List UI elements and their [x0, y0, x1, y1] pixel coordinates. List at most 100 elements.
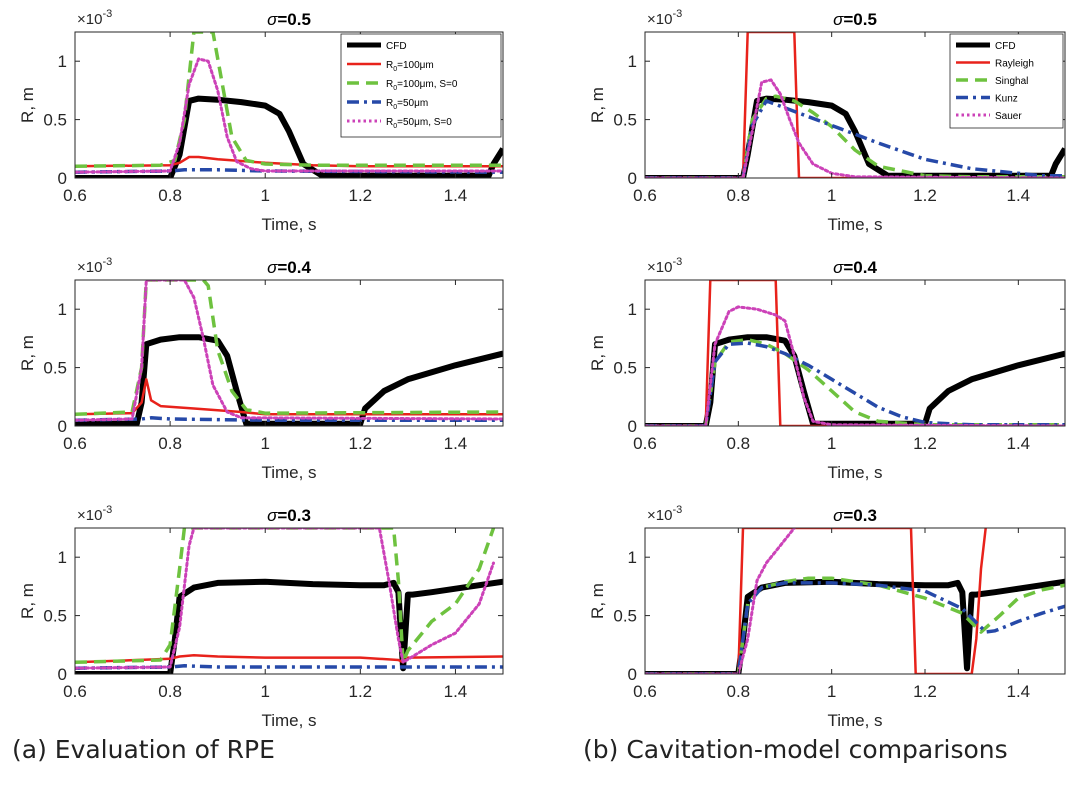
x-tick-label: 0.6 — [63, 186, 87, 205]
x-tick-label: 1.2 — [349, 682, 373, 701]
axes-box — [644, 31, 1066, 179]
chart-title: σ=0.5 — [267, 10, 311, 29]
x-axis-label: Time, s — [827, 711, 882, 730]
series-group — [75, 528, 503, 674]
y-tick-label: 0 — [628, 665, 637, 684]
series-line-sauer — [645, 78, 1065, 178]
legend-label-4: Sauer — [995, 111, 1022, 122]
x-axis-label: Time, s — [261, 463, 316, 482]
x-tick-label: 1 — [260, 186, 269, 205]
series-line-rayleigh — [645, 32, 1065, 178]
y-tick-label: 1 — [628, 52, 637, 71]
chart-panel-a-0: 0.6 0.8 1 1.2 1.4 0 0.5 1 ×10-3 σ=0.5 Time, s R, m C… — [18, 8, 504, 234]
x-tick-label: 1 — [260, 434, 269, 453]
x-tick-label: 1 — [827, 186, 836, 205]
series-group — [645, 280, 1065, 426]
series-line-r0-50-m-s-0 — [75, 528, 495, 670]
chart-panel-b-3: 0.6 0.8 1 1.2 1.4 0 0.5 1 ×10-3 σ=0.5 Time, s R, m C… — [588, 8, 1066, 234]
series-line-sauer — [645, 305, 1065, 426]
series-group — [75, 280, 503, 426]
chart-panel-b-5: 0.6 0.8 1 1.2 1.4 0 0.5 1 ×10-3 σ=0.3 Time, s R, m — [588, 504, 1066, 730]
y-tick-label: 0 — [628, 169, 637, 188]
y-exponent-label: ×10-3 — [647, 504, 682, 524]
chart-title: σ=0.4 — [267, 258, 311, 277]
x-tick-label: 0.8 — [158, 186, 182, 205]
x-tick-label: 0.6 — [633, 186, 657, 205]
y-exponent-label: ×10-3 — [77, 256, 112, 276]
x-tick-label: 0.8 — [158, 682, 182, 701]
legend-label-4: R0=50μm, S=0 — [386, 117, 452, 130]
y-tick-label: 1 — [628, 548, 637, 567]
x-tick-label: 0.6 — [633, 682, 657, 701]
y-exponent-label: ×10-3 — [647, 256, 682, 276]
x-tick-label: 1.2 — [913, 434, 937, 453]
x-tick-label: 1.2 — [349, 434, 373, 453]
y-exponent-label: ×10-3 — [77, 504, 112, 524]
legend: CFD R0=100μm R0=100μm, S=0 R0=50μm R0=50μm, … — [340, 33, 502, 138]
x-tick-label: 1 — [827, 682, 836, 701]
series-line-cfd — [645, 578, 1065, 674]
y-tick-label: 0 — [628, 417, 637, 436]
x-tick-label: 1.4 — [1007, 434, 1031, 453]
legend: CFD Rayleigh Singhal Kunz Sauer — [949, 33, 1064, 129]
x-tick-label: 1.4 — [444, 186, 468, 205]
series-line-r0-50-m-s-0 — [75, 280, 503, 422]
series-line-singhal — [645, 576, 1065, 674]
legend-label-1: R0=100μm — [386, 60, 434, 73]
x-tick-label: 1 — [827, 434, 836, 453]
x-axis-label: Time, s — [261, 711, 316, 730]
legend-label-0: CFD — [386, 41, 407, 52]
x-axis-label: Time, s — [827, 463, 882, 482]
y-axis-label: R, m — [588, 583, 607, 619]
legend-label-1: Rayleigh — [995, 59, 1034, 70]
x-tick-label: 0.8 — [727, 682, 751, 701]
legend-box — [340, 33, 502, 138]
series-group — [75, 32, 503, 178]
y-axis-label: R, m — [18, 335, 37, 371]
x-tick-label: 1.4 — [1007, 682, 1031, 701]
legend-box — [949, 33, 1064, 129]
chart-title: σ=0.4 — [833, 258, 877, 277]
legend-label-2: Singhal — [995, 76, 1028, 87]
series-line-kunz — [645, 341, 1065, 426]
y-tick-label: 1 — [58, 548, 67, 567]
chart-title: σ=0.3 — [833, 506, 877, 525]
series-line-r0-50-m-s-0 — [75, 57, 503, 174]
caption-right: (b) Cavitation-model comparisons — [583, 735, 1008, 764]
series-line-sauer — [645, 528, 796, 674]
chart-panel-a-2: 0.6 0.8 1 1.2 1.4 0 0.5 1 ×10-3 σ=0.3 Time, s R, m — [18, 504, 504, 730]
caption-left: (a) Evaluation of RPE — [12, 735, 275, 764]
x-tick-label: 0.6 — [63, 682, 87, 701]
y-exponent-label: ×10-3 — [77, 8, 112, 28]
y-axis-label: R, m — [18, 583, 37, 619]
y-tick-label: 0 — [58, 665, 67, 684]
y-exponent-label: ×10-3 — [647, 8, 682, 28]
x-tick-label: 0.8 — [727, 186, 751, 205]
series-line-cfd — [75, 578, 503, 674]
y-tick-label: 0.5 — [43, 607, 67, 626]
series-line-kunz — [645, 581, 1065, 674]
chart-panel-b-4: 0.6 0.8 1 1.2 1.4 0 0.5 1 ×10-3 σ=0.4 Time, s R, m — [588, 256, 1066, 482]
x-tick-label: 1.4 — [1007, 186, 1031, 205]
y-tick-label: 0.5 — [613, 111, 637, 130]
x-tick-label: 0.8 — [158, 434, 182, 453]
x-tick-label: 0.6 — [63, 434, 87, 453]
chart-title: σ=0.3 — [267, 506, 311, 525]
legend-label-0: CFD — [995, 41, 1016, 52]
y-tick-label: 0 — [58, 169, 67, 188]
y-tick-label: 0.5 — [43, 359, 67, 378]
y-axis-label: R, m — [588, 87, 607, 123]
y-tick-label: 0.5 — [613, 359, 637, 378]
series-line-cfd — [75, 95, 503, 178]
chart-panel-a-1: 0.6 0.8 1 1.2 1.4 0 0.5 1 ×10-3 σ=0.4 Time, s R, m — [18, 256, 504, 482]
x-tick-label: 1.2 — [349, 186, 373, 205]
x-axis-label: Time, s — [261, 215, 316, 234]
x-tick-label: 1.4 — [444, 434, 468, 453]
x-tick-label: 1.4 — [444, 682, 468, 701]
chart-title: σ=0.5 — [833, 10, 877, 29]
y-tick-label: 0.5 — [43, 111, 67, 130]
legend-label-2: R0=100μm, S=0 — [386, 79, 458, 92]
y-tick-label: 0 — [58, 417, 67, 436]
axes-box — [74, 279, 504, 427]
